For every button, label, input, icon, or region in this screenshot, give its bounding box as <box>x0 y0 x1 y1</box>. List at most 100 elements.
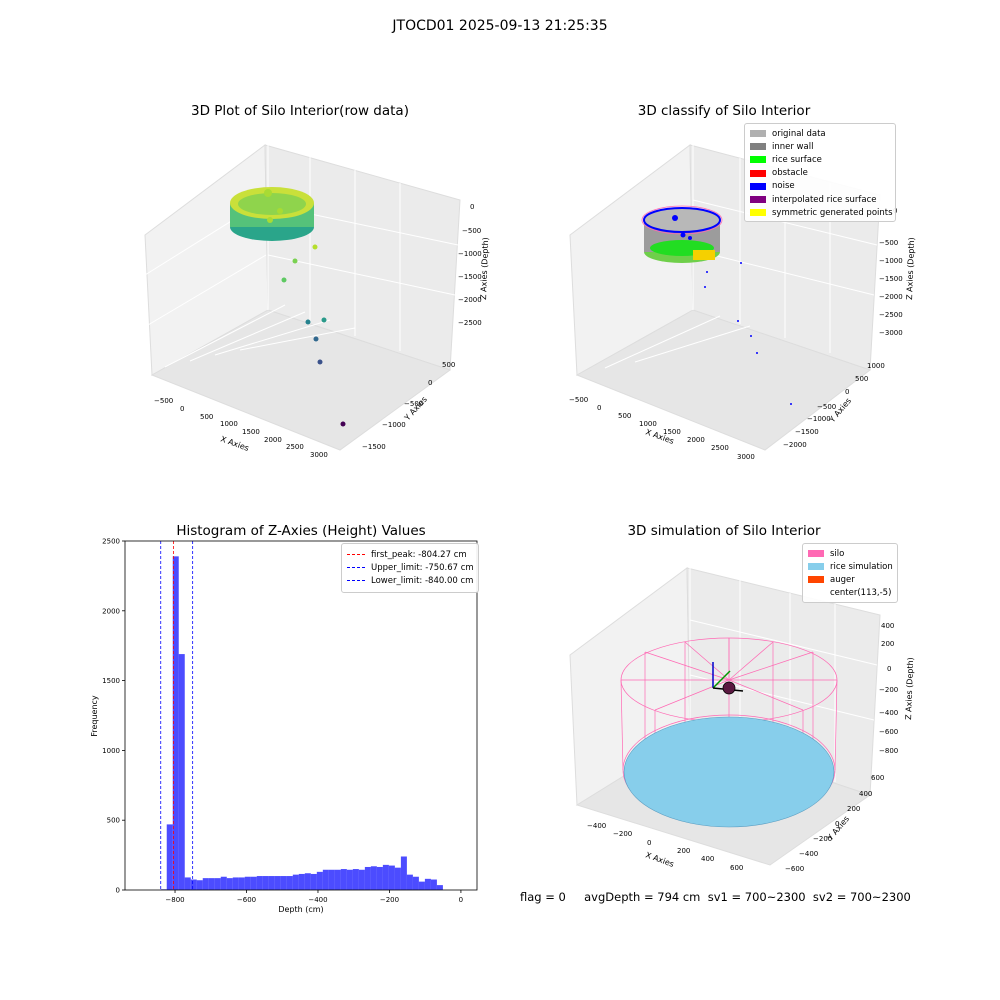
histogram-bar <box>430 879 437 890</box>
histogram-bar <box>196 880 203 890</box>
classify-legend: original data inner wall rice surface ob… <box>744 123 896 223</box>
histogram-bar <box>286 876 293 890</box>
classify-x-tick-2: 500 <box>618 412 631 420</box>
simulation-x-tick-0: −400 <box>587 822 606 830</box>
histogram-bar <box>238 877 245 890</box>
raw-x-label: X Axies <box>219 434 250 453</box>
classify-wall-top <box>643 207 721 233</box>
histogram-y-tick-label: 0 <box>116 887 120 895</box>
classify-x-tick-6: 2500 <box>711 444 729 452</box>
classify-y-ticks: 1000 500 0 −500 −1000 −1500 −2000 <box>783 362 885 449</box>
raw-x-tick-2: 500 <box>200 413 213 421</box>
histogram-legend: first_peak: -804.27 cm Upper_limit: -750… <box>341 543 479 593</box>
legend-line <box>347 580 365 582</box>
histogram-x-label: Depth (cm) <box>278 905 323 914</box>
raw-x-tick-1: 0 <box>180 405 184 413</box>
raw-y-tick-4: −1500 <box>362 443 386 451</box>
legend-entry-center: center(113,-5) <box>808 587 892 600</box>
classify-y-tick-1: 500 <box>855 375 868 383</box>
histogram-y-tick-label: 2000 <box>102 607 120 615</box>
simulation-y-tick-0: 600 <box>871 774 884 782</box>
histogram-bar <box>400 856 407 890</box>
classify-y-tick-3: −500 <box>817 403 836 411</box>
histogram-bar <box>310 873 317 890</box>
histogram-y-tick-label: 500 <box>107 817 120 825</box>
histogram-bar <box>406 874 413 890</box>
legend-entry-auger: auger <box>808 573 892 586</box>
legend-entry-first-peak: first_peak: -804.27 cm <box>347 548 473 561</box>
raw-z-tick-2: −1000 <box>458 250 482 258</box>
raw-x-tick-6: 2500 <box>286 443 304 451</box>
raw-z-tick-1: −500 <box>462 227 481 235</box>
simulation-x-tick-3: 200 <box>677 847 690 855</box>
histogram-bar <box>334 869 341 890</box>
histogram-bar <box>208 878 215 890</box>
histogram-title: Histogram of Z-Axies (Height) Values <box>176 523 426 539</box>
histogram-bar <box>352 869 359 890</box>
legend-label: silo <box>830 548 845 559</box>
raw-y-tick-3: −1000 <box>382 421 406 429</box>
histogram-bar <box>280 876 287 890</box>
figure-title: JTOCD01 2025-09-13 21:25:35 <box>392 18 608 34</box>
legend-label: rice surface <box>772 154 822 165</box>
raw-x-tick-0: −500 <box>154 397 173 405</box>
legend-entry-obstacle: obstacle <box>750 167 890 180</box>
legend-label: first_peak: -804.27 cm <box>371 549 467 560</box>
histogram-frame <box>124 540 478 891</box>
legend-entry-upper-limit: Upper_limit: -750.67 cm <box>347 561 474 574</box>
simulation-z-tick-5: −600 <box>879 728 898 736</box>
histogram-bar <box>322 869 329 890</box>
legend-label: auger <box>830 574 855 585</box>
legend-entry-symmetric-generated-points: symmetric generated points <box>750 206 893 219</box>
simulation-y-tick-6: −600 <box>785 865 804 873</box>
histogram-bar <box>244 876 251 890</box>
histogram-y-tick-label: 2500 <box>102 538 120 546</box>
histogram-bar <box>304 873 311 890</box>
histogram-bar <box>316 871 323 890</box>
histogram-y-ticks: 0 500 1000 1500 2000 2500 <box>102 538 125 895</box>
histogram-bar <box>364 866 371 890</box>
classify-floor-pane <box>575 309 872 451</box>
histogram-bar <box>256 876 263 890</box>
legend-label: Upper_limit: -750.67 cm <box>371 562 474 573</box>
classify-x-tick-0: −500 <box>569 396 588 404</box>
raw-3d-axes: −500 0 500 1000 1500 2000 2500 3000 500 … <box>144 144 490 459</box>
simulation-y-ticks: 600 400 200 0 −200 −400 −600 <box>785 774 884 873</box>
raw-y-tick-1: 0 <box>428 379 432 387</box>
simulation-x-tick-1: −200 <box>613 830 632 838</box>
raw-z-label: Z Axies (Depth) <box>479 237 490 300</box>
raw-z-tick-5: −2500 <box>458 319 482 327</box>
histogram-bar <box>382 864 389 890</box>
legend-label: interpolated rice surface <box>772 194 877 205</box>
histogram-x-tick-label: −200 <box>380 896 399 904</box>
classify-noise-points <box>672 215 792 405</box>
legend-entry-rice-simulation: rice simulation <box>808 560 893 573</box>
histogram-bar <box>298 873 305 890</box>
classify-y-tick-5: −1500 <box>795 428 819 436</box>
legend-entry-interpolated-rice-surface: interpolated rice surface <box>750 193 890 206</box>
raw-scatter-points <box>264 189 346 427</box>
legend-entry-original-data: original data <box>750 127 890 140</box>
histogram-bars <box>160 556 443 890</box>
simulation-x-label: X Axies <box>644 850 675 869</box>
simulation-x-tick-2: 0 <box>647 839 651 847</box>
legend-label: obstacle <box>772 168 808 179</box>
simulation-x-tick-4: 400 <box>701 855 714 863</box>
histogram-bar <box>166 824 173 890</box>
histogram-bar <box>424 878 431 890</box>
histogram-y-tick-label: 1500 <box>102 677 120 685</box>
classify-panel-title: 3D classify of Silo Interior <box>637 103 811 119</box>
histogram-bar <box>358 869 365 890</box>
raw-x-tick-5: 2000 <box>264 436 282 444</box>
histogram-bar <box>268 876 275 890</box>
legend-label: Lower_limit: -840.00 cm <box>371 575 474 586</box>
histogram-bar <box>388 865 395 890</box>
classify-x-tick-1: 0 <box>597 404 601 412</box>
classify-z-tick-2: −1000 <box>879 257 903 265</box>
histogram-bar <box>226 878 233 890</box>
histogram-x-tick-label: −800 <box>165 896 184 904</box>
legend-line <box>347 554 365 556</box>
classify-x-tick-5: 2000 <box>687 436 705 444</box>
simulation-z-tick-4: −400 <box>879 709 898 717</box>
histogram-y-tick-label: 1000 <box>102 747 120 755</box>
